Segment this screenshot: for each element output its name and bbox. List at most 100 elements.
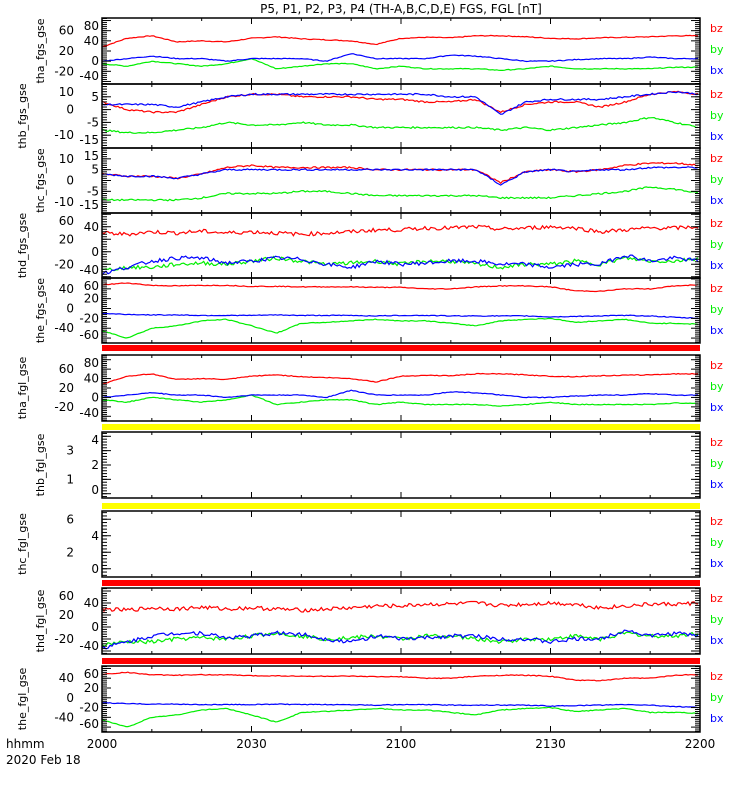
legend-bz: bz <box>710 359 723 372</box>
y-tick-label: 2 <box>66 545 74 559</box>
series-bz-line <box>101 600 699 613</box>
legend-bz: bz <box>710 217 723 230</box>
y-tick-label: 1 <box>66 472 74 486</box>
y-tick-label: 40 <box>84 34 99 48</box>
y-tick-label: 0 <box>91 483 99 497</box>
y-tick-label: 80 <box>84 356 99 370</box>
y-tick-label: 4 <box>91 529 99 543</box>
y-tick-label: 40 <box>59 282 74 296</box>
y-axis-label: thc_fgs_gse <box>34 148 47 213</box>
legend-by: by <box>710 380 724 393</box>
legend-bz: bz <box>710 670 723 683</box>
y-tick-label: -20 <box>54 400 74 414</box>
y-tick-label: -5 <box>87 184 99 198</box>
series-bz-line <box>101 161 698 185</box>
legend-bx: bx <box>710 259 724 272</box>
y-tick-label: -15 <box>79 198 99 212</box>
y-tick-label: 15 <box>84 149 99 163</box>
y-tick-label: 60 <box>59 589 74 603</box>
legend-bz: bz <box>710 515 723 528</box>
y-tick-label: -60 <box>79 328 99 342</box>
y-tick-label: 40 <box>59 671 74 685</box>
legend-by: by <box>710 43 724 56</box>
panel-frame <box>101 587 701 655</box>
legend-by: by <box>710 303 724 316</box>
series-by-line <box>101 317 699 339</box>
y-tick-label: 4 <box>91 433 99 447</box>
panel-frame <box>101 431 701 499</box>
series-bx-line <box>102 701 699 709</box>
panel-tha_fgs_gse: -40 -20 0 20 40 60 80 tha_fgs_gse bz by bx <box>34 17 724 85</box>
separator-bar <box>102 345 700 351</box>
y-tick-label: 60 <box>84 667 99 681</box>
y-tick-label: 5 <box>91 90 99 104</box>
y-tick-label: 80 <box>84 19 99 33</box>
y-tick-label: 40 <box>84 220 99 234</box>
y-tick-label: 10 <box>59 85 74 99</box>
y-tick-label: 60 <box>84 279 99 293</box>
y-tick-label: -40 <box>79 406 99 420</box>
y-tick-label: -40 <box>79 69 99 83</box>
y-tick-label: 3 <box>66 444 74 458</box>
series-by-line <box>101 186 699 202</box>
panel-thd_fgl_gse: -40 -20 0 20 40 60 thd_fgl_gse bz by bx <box>34 587 724 655</box>
y-tick-label: 60 <box>59 362 74 376</box>
panel-frame <box>101 354 701 422</box>
series-bz-line <box>101 34 699 48</box>
y-axis-label: tha_fgl_gse <box>16 357 29 420</box>
x-tick-label: 2200 <box>685 737 716 751</box>
y-tick-label: -15 <box>79 133 99 147</box>
y-tick-label: 6 <box>66 512 74 526</box>
y-tick-label: 0 <box>91 620 99 634</box>
y-tick-label: 10 <box>59 152 74 166</box>
y-tick-label: 5 <box>91 163 99 177</box>
series-bx-line <box>101 629 699 650</box>
legend-by: by <box>710 457 724 470</box>
panel-thd_fgs_gse: -40 -20 0 20 40 60 thd_fgs_gse bz by bx <box>16 212 724 279</box>
panel-tha_fgl_gse: -40 -20 0 20 40 60 80 tha_fgl_gse bz by bx <box>16 354 724 422</box>
series-by-line <box>101 116 699 134</box>
legend-bz: bz <box>710 592 723 605</box>
y-tick-label: 20 <box>59 232 74 246</box>
chart-title: P5, P1, P2, P3, P4 (TH-A,B,C,D,E) FGS, F… <box>260 2 542 16</box>
legend-bx: bx <box>710 557 724 570</box>
series-bx-line <box>101 254 699 276</box>
panel-thc_fgs_gse: -15 -10 -5 0 5 10 15 thc_fgs_gse bz by bx <box>34 147 724 214</box>
y-tick-label: 20 <box>59 608 74 622</box>
panel-thb_fgl_gse: 0 1 2 3 4 thb_fgl_gse bz by bx <box>34 431 724 499</box>
series-bz-line <box>102 671 699 682</box>
y-tick-label: -20 <box>54 64 74 78</box>
y-axis-label: thc_fgl_gse <box>16 513 29 575</box>
legend-bz: bz <box>710 436 723 449</box>
y-axis-label: thd_fgs_gse <box>16 213 29 279</box>
legend-by: by <box>710 238 724 251</box>
y-tick-label: 0 <box>66 302 74 316</box>
y-axis-label: the_fgl_gse <box>16 668 29 731</box>
y-tick-label: -40 <box>54 321 74 335</box>
y-tick-label: 20 <box>84 292 99 306</box>
series-bx-line <box>101 53 699 63</box>
panel-frame <box>101 510 701 578</box>
legend-bz: bz <box>710 282 723 295</box>
y-tick-label: -40 <box>79 639 99 653</box>
series-bz-line <box>101 224 699 237</box>
y-tick-label: 0 <box>91 245 99 259</box>
series-by-line <box>101 394 698 407</box>
legend-bx: bx <box>710 478 724 491</box>
legend-bz: bz <box>710 152 723 165</box>
y-tick-label: -20 <box>54 257 74 271</box>
x-tick-label: 2030 <box>236 737 267 751</box>
legend-bx: bx <box>710 130 724 143</box>
y-axis-label: the_fgs_gse <box>34 278 47 343</box>
y-tick-label: -10 <box>54 195 74 209</box>
series-bx-line <box>101 312 699 319</box>
panel-thc_fgl_gse: 0 2 4 6 thc_fgl_gse bz by bx <box>16 510 724 578</box>
series-bx-line <box>101 166 699 186</box>
y-tick-label: 0 <box>91 54 99 68</box>
series-bx-line <box>101 91 699 115</box>
y-tick-label: 40 <box>84 372 99 386</box>
y-tick-label: -5 <box>87 115 99 129</box>
y-tick-label: 60 <box>59 214 74 228</box>
